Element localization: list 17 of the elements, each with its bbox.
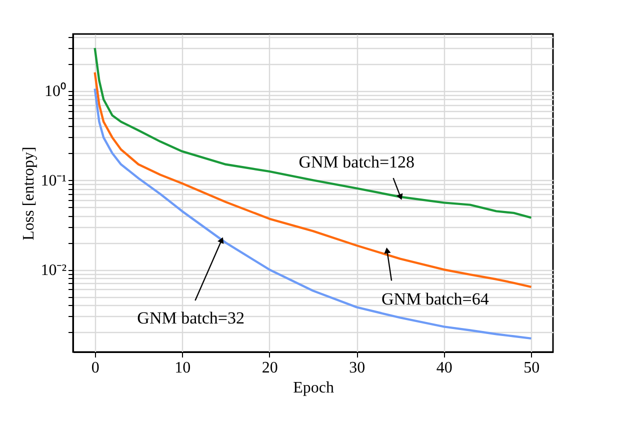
x-tick-label: 20 — [262, 360, 278, 376]
y-tick-label: 10⁻¹ — [40, 172, 67, 190]
y-tick-label: 10⁻² — [40, 262, 67, 280]
x-tick-label: 50 — [524, 360, 540, 376]
x-axis-title: Epoch — [293, 380, 334, 396]
line-series — [94, 88, 532, 340]
x-tick-label: 40 — [436, 360, 452, 376]
annotation: GNM batch=128 — [298, 152, 415, 172]
annotation: GNM batch=32 — [137, 308, 244, 328]
x-tick-label: 0 — [91, 360, 100, 376]
line-series — [94, 46, 532, 219]
y-axis-title: Loss [entropy] — [20, 146, 38, 240]
line-series — [94, 71, 532, 288]
x-tick-label: 30 — [349, 360, 366, 376]
x-tick-label: 10 — [174, 360, 191, 376]
y-tick-label: 10⁰ — [44, 82, 66, 100]
annotation: GNM batch=64 — [382, 289, 490, 308]
